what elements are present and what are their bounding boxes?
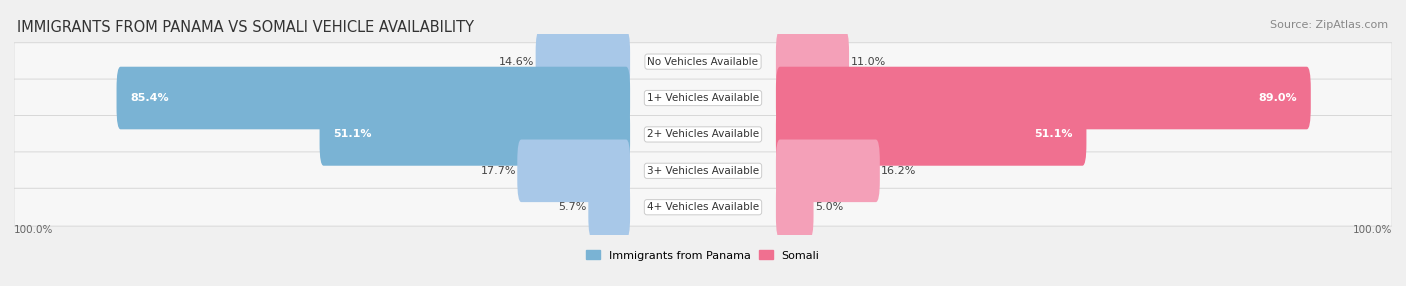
Text: 2+ Vehicles Available: 2+ Vehicles Available xyxy=(647,130,759,139)
FancyBboxPatch shape xyxy=(14,188,1392,226)
FancyBboxPatch shape xyxy=(776,103,1087,166)
Text: Source: ZipAtlas.com: Source: ZipAtlas.com xyxy=(1270,20,1388,30)
FancyBboxPatch shape xyxy=(14,79,1392,117)
Text: 100.0%: 100.0% xyxy=(1353,225,1392,235)
Text: 1+ Vehicles Available: 1+ Vehicles Available xyxy=(647,93,759,103)
Text: 14.6%: 14.6% xyxy=(499,57,534,67)
Text: 11.0%: 11.0% xyxy=(851,57,886,67)
Text: 100.0%: 100.0% xyxy=(14,225,53,235)
FancyBboxPatch shape xyxy=(517,140,630,202)
FancyBboxPatch shape xyxy=(319,103,630,166)
Legend: Immigrants from Panama, Somali: Immigrants from Panama, Somali xyxy=(582,246,824,265)
Text: 17.7%: 17.7% xyxy=(481,166,516,176)
FancyBboxPatch shape xyxy=(588,176,630,239)
Text: 4+ Vehicles Available: 4+ Vehicles Available xyxy=(647,202,759,212)
Text: 5.0%: 5.0% xyxy=(815,202,844,212)
Text: 85.4%: 85.4% xyxy=(131,93,169,103)
FancyBboxPatch shape xyxy=(14,152,1392,190)
FancyBboxPatch shape xyxy=(776,140,880,202)
FancyBboxPatch shape xyxy=(14,116,1392,153)
Text: 16.2%: 16.2% xyxy=(882,166,917,176)
FancyBboxPatch shape xyxy=(776,67,1310,129)
Text: 3+ Vehicles Available: 3+ Vehicles Available xyxy=(647,166,759,176)
FancyBboxPatch shape xyxy=(776,176,814,239)
FancyBboxPatch shape xyxy=(536,30,630,93)
Text: 51.1%: 51.1% xyxy=(333,130,373,139)
Text: 89.0%: 89.0% xyxy=(1258,93,1296,103)
Text: 5.7%: 5.7% xyxy=(558,202,586,212)
Text: No Vehicles Available: No Vehicles Available xyxy=(648,57,758,67)
Text: IMMIGRANTS FROM PANAMA VS SOMALI VEHICLE AVAILABILITY: IMMIGRANTS FROM PANAMA VS SOMALI VEHICLE… xyxy=(17,20,474,35)
FancyBboxPatch shape xyxy=(776,30,849,93)
FancyBboxPatch shape xyxy=(117,67,630,129)
FancyBboxPatch shape xyxy=(14,43,1392,81)
Text: 51.1%: 51.1% xyxy=(1033,130,1073,139)
